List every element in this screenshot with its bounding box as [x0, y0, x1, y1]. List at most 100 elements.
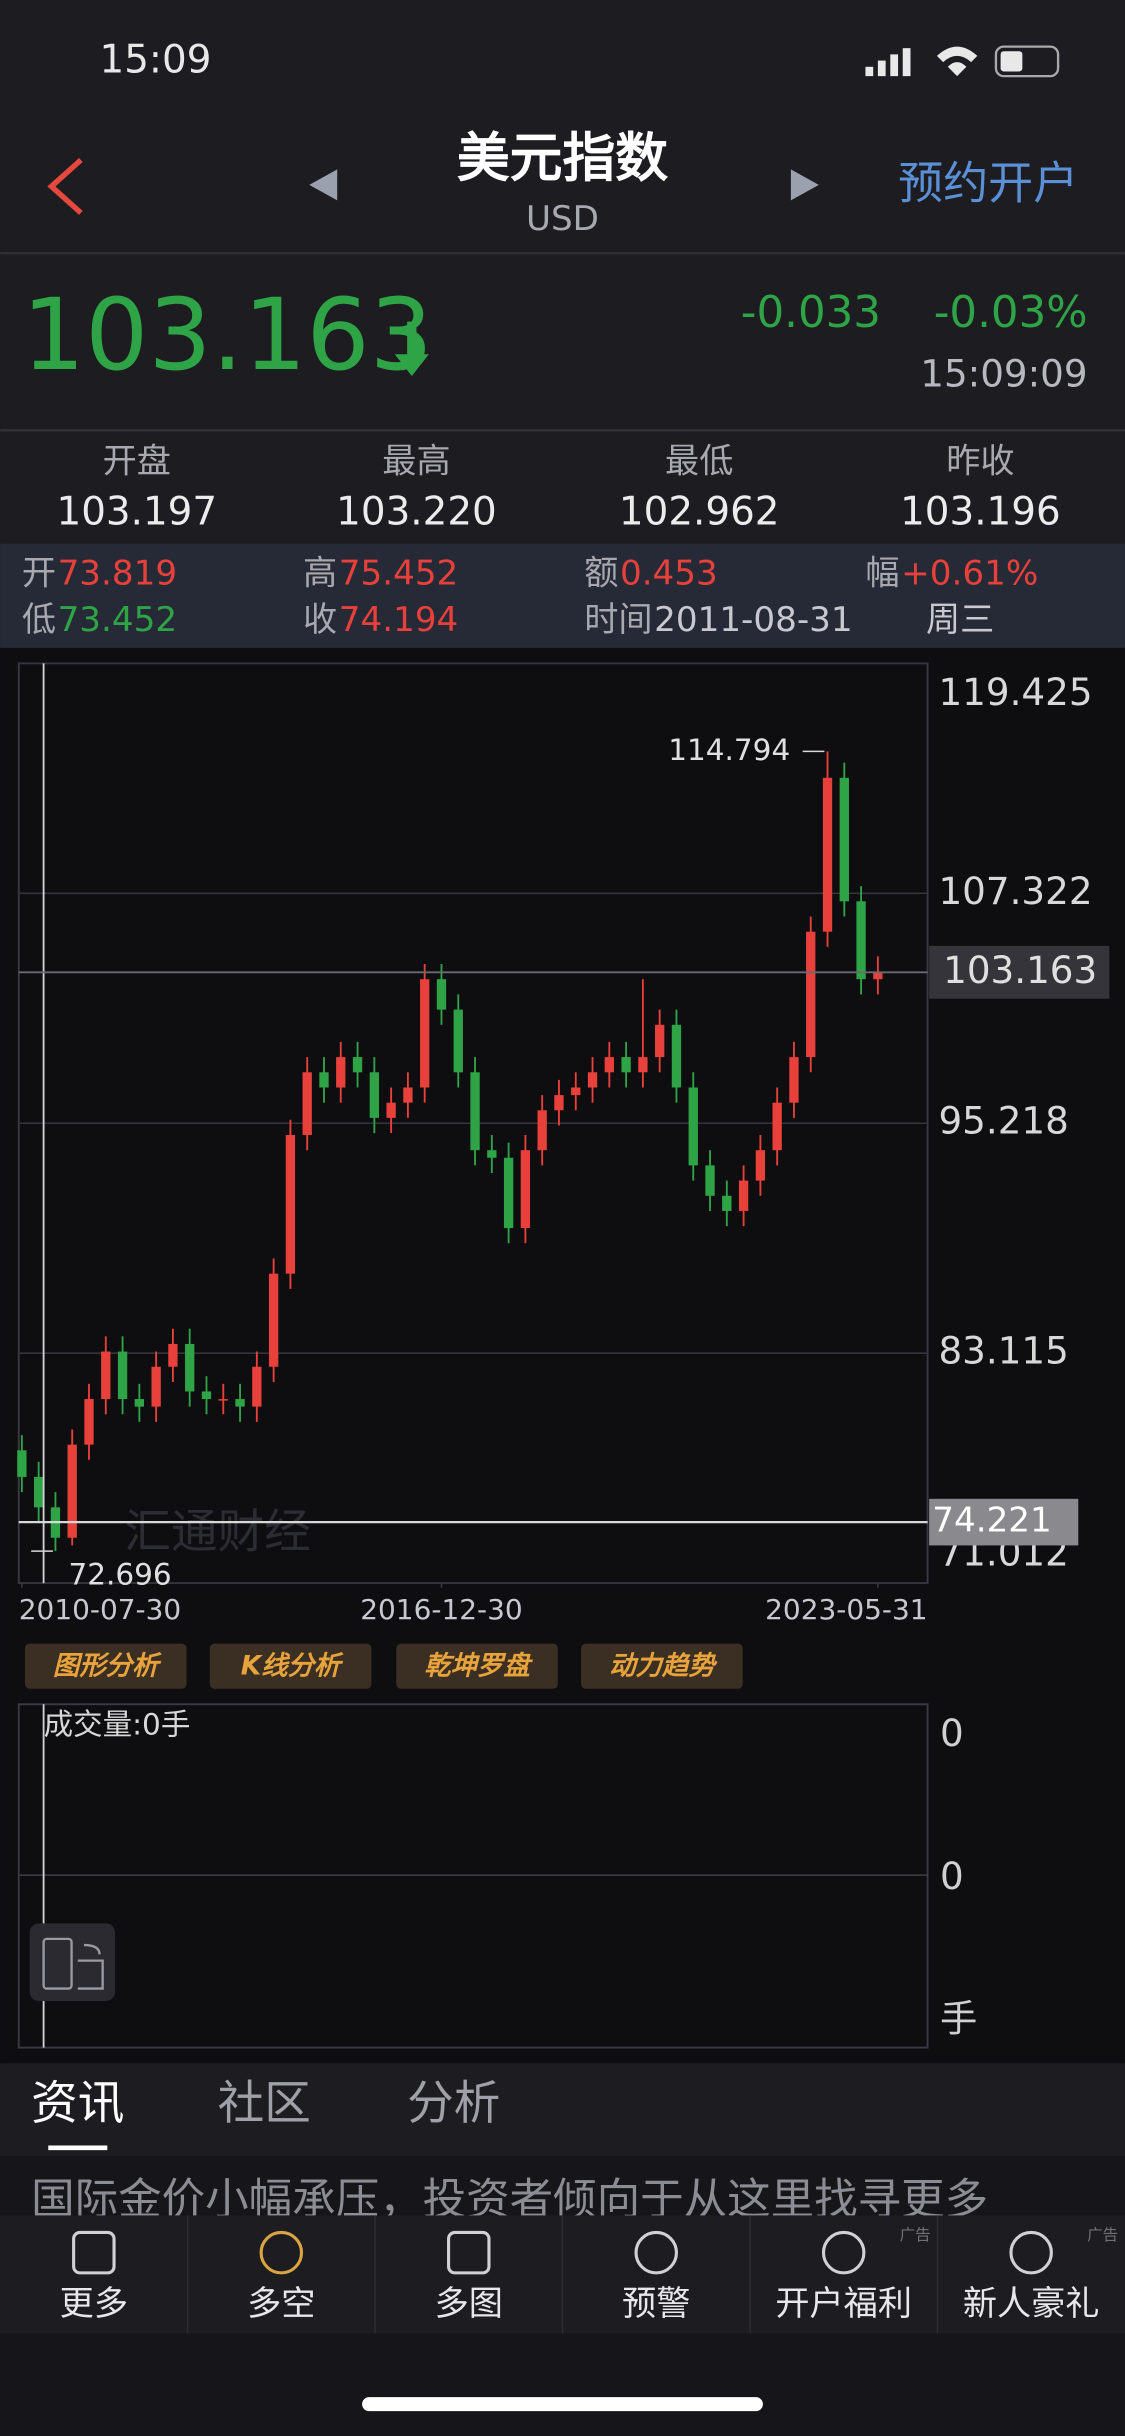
signal-bar [902, 48, 911, 77]
battery-level [1000, 51, 1023, 72]
tool-button[interactable]: K线分析 [209, 1643, 372, 1689]
candle-body [185, 1343, 195, 1392]
nav-label[interactable]: 多图 [435, 2284, 503, 2324]
x-tick-label: 2016-12-30 [360, 1593, 522, 1626]
tool-button-bg[interactable] [24, 1643, 187, 1689]
info-label: 额 [584, 553, 618, 593]
candle-body [554, 1095, 564, 1111]
ad-tag: 广告 [900, 2226, 931, 2244]
tool-button-bg[interactable] [209, 1643, 372, 1689]
nav-icon[interactable] [1009, 2230, 1053, 2275]
nav-icon[interactable] [821, 2230, 866, 2275]
candle-body [436, 979, 447, 1010]
nav-item[interactable]: 新人豪礼 [963, 2230, 1100, 2324]
tool-button[interactable]: 图形分析 [24, 1643, 187, 1689]
stat-label: 最低 [665, 441, 733, 481]
candle-body [235, 1399, 245, 1407]
candle-body [302, 1072, 312, 1135]
candle-body [822, 777, 833, 932]
candle-body [722, 1195, 732, 1211]
candle-body [117, 1351, 128, 1400]
info-label: 低 [22, 600, 56, 640]
tool-button-label[interactable]: K线分析 [241, 1650, 344, 1681]
price-change: -0.033 [741, 288, 881, 338]
tabs-bg [0, 2063, 1125, 2157]
candle-body [470, 1072, 480, 1151]
nav-label[interactable]: 更多 [60, 2284, 128, 2324]
back-button[interactable] [47, 157, 83, 215]
info-value: +0.61% [901, 553, 1038, 593]
candle-body [571, 1087, 581, 1096]
nav-icon[interactable] [259, 2230, 304, 2275]
open-account-button[interactable]: 预约开户 [898, 156, 1078, 209]
info-value: 75.452 [339, 553, 459, 593]
price-tag-bg [929, 945, 1110, 999]
tool-button-label[interactable]: 动力趋势 [609, 1650, 718, 1681]
candle-body [655, 1024, 665, 1058]
volume-axis-label: 0 [940, 1854, 964, 1898]
candle-body [336, 1057, 346, 1088]
stat-label: 最高 [382, 441, 450, 481]
candle-body [168, 1343, 178, 1367]
candle-info-bg [0, 543, 1125, 648]
nav-item[interactable]: 预警 [622, 2230, 690, 2324]
candle-body [134, 1399, 145, 1407]
status-icons [865, 45, 1060, 78]
tab[interactable]: 社区 [218, 2076, 311, 2130]
candle-body [621, 1057, 631, 1073]
nav-item[interactable]: 开户福利 [775, 2230, 912, 2324]
prev-arrow[interactable] [309, 169, 338, 201]
nav-label[interactable]: 开户福利 [775, 2284, 912, 2324]
kline-chart: 119.425107.32295.21883.11571.0122010-07-… [17, 662, 1110, 1626]
nav-icon[interactable] [447, 2230, 491, 2275]
next-arrow[interactable] [790, 169, 819, 201]
tool-button[interactable]: 动力趋势 [581, 1643, 743, 1689]
info-label: 时间 [584, 600, 652, 640]
info-label: 幅 [865, 553, 899, 593]
nav-item[interactable]: 更多 [60, 2230, 128, 2324]
candle-body [503, 1157, 514, 1229]
candle-body [285, 1134, 296, 1274]
nav-icon[interactable] [634, 2230, 678, 2275]
info-label: 开 [22, 553, 56, 593]
candle-body [453, 1009, 463, 1073]
y-tick-label: 95.218 [938, 1099, 1068, 1143]
battery [994, 45, 1060, 78]
candle-body [67, 1444, 77, 1538]
nav-item[interactable]: 多空 [247, 2230, 315, 2324]
page-title: 美元指数 [457, 128, 668, 189]
status-time: 15:09 [100, 38, 212, 83]
candle-body [319, 1072, 329, 1088]
ad-tag: 广告 [1087, 2226, 1118, 2244]
candle-body [84, 1399, 94, 1445]
tool-button-bg[interactable] [581, 1643, 743, 1689]
tool-button[interactable]: 乾坤罗盘 [396, 1643, 558, 1689]
candle-body [537, 1110, 547, 1151]
tool-button-label[interactable]: 乾坤罗盘 [424, 1650, 533, 1681]
candle-body [33, 1476, 44, 1508]
x-tick-label: 2023-05-31 [765, 1593, 927, 1626]
nav-icon[interactable] [72, 2230, 116, 2275]
tab[interactable]: 分析 [407, 2076, 500, 2130]
nav-item[interactable]: 多图 [435, 2230, 503, 2324]
page-subtitle: USD [526, 199, 599, 239]
candle-body [386, 1102, 396, 1118]
rotate-icon [77, 1943, 104, 1990]
quote-time: 15:09:09 [920, 351, 1087, 395]
volume-label: 成交量:0手 [44, 1708, 191, 1742]
tabs: 资讯 社区 分析 [31, 2076, 500, 2130]
tool-button-label[interactable]: 图形分析 [53, 1650, 162, 1681]
tool-button-bg[interactable] [396, 1643, 558, 1689]
orientation-button[interactable] [29, 1923, 116, 2001]
nav-label[interactable]: 预警 [622, 2284, 690, 2324]
tab[interactable]: 资讯 [31, 2076, 124, 2130]
candle-body [772, 1102, 782, 1151]
candle-body [688, 1087, 698, 1166]
candle-body [587, 1072, 598, 1088]
nav-label[interactable]: 新人豪礼 [963, 2284, 1100, 2324]
x-tick-label: 2010-07-30 [19, 1593, 181, 1626]
nav-label[interactable]: 多空 [247, 2284, 315, 2324]
stat-value: 103.196 [900, 490, 1061, 535]
